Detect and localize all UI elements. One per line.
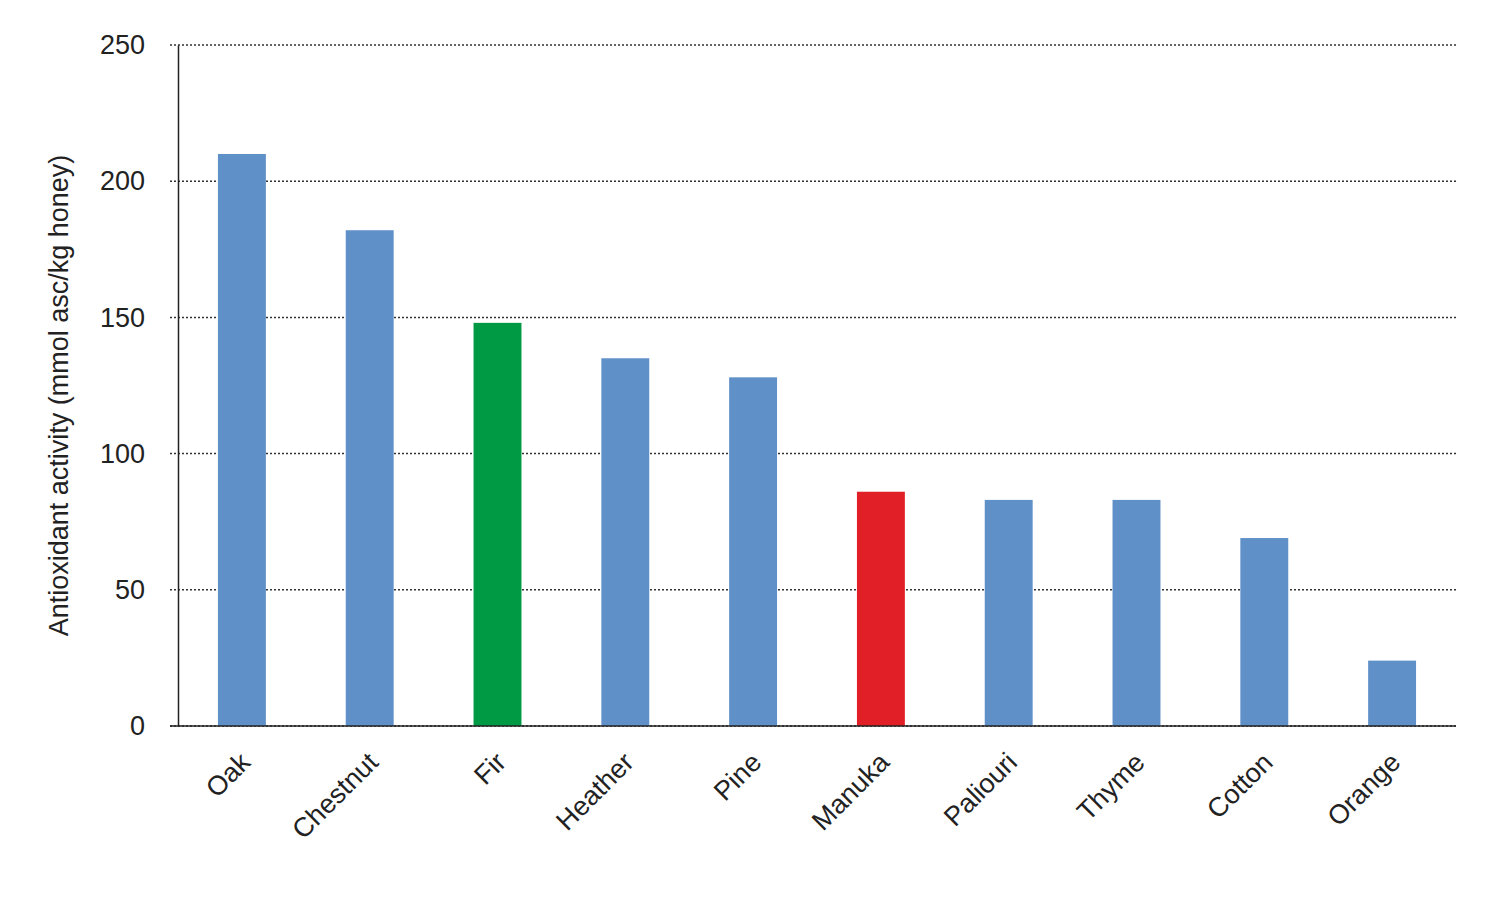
grid-line bbox=[170, 44, 1456, 46]
x-axis: Oak Chestnut Fir Heather Pine Manuka Paliouri T… bbox=[170, 726, 1456, 845]
y-tick-label: 150 bbox=[100, 303, 145, 333]
x-tick: Fir bbox=[468, 747, 511, 790]
y-axis-title: Antioxidant activity (mmol asc/kg honey) bbox=[44, 155, 74, 637]
chart: 0 50 100 150 200 250 Oak Chestnut Fir Heather Pine… bbox=[0, 0, 1500, 899]
x-tick-label: Pine bbox=[708, 747, 767, 806]
x-tick: Orange bbox=[1321, 747, 1406, 832]
x-tick-label: Thyme bbox=[1071, 747, 1151, 827]
x-tick-label: Oak bbox=[200, 747, 257, 804]
x-tick-label: Chestnut bbox=[286, 747, 384, 845]
x-tick-label: Manuka bbox=[806, 746, 896, 836]
bar bbox=[1113, 500, 1161, 726]
x-tick: Paliouri bbox=[938, 747, 1023, 832]
bar bbox=[218, 154, 266, 726]
grid bbox=[170, 45, 1456, 726]
y-tick-label: 200 bbox=[100, 166, 145, 196]
y-tick-label: 100 bbox=[100, 439, 145, 469]
bar bbox=[474, 323, 522, 726]
x-axis-line bbox=[170, 725, 1456, 727]
x-tick-label: Paliouri bbox=[938, 747, 1023, 832]
bar bbox=[346, 230, 394, 726]
y-tick: 50 bbox=[115, 575, 145, 605]
y-tick: 150 bbox=[100, 303, 145, 333]
x-tick-label: Cotton bbox=[1201, 747, 1278, 824]
y-axis: 0 50 100 150 200 250 bbox=[100, 30, 179, 741]
bar bbox=[601, 358, 649, 726]
x-tick: Thyme bbox=[1071, 747, 1151, 827]
y-tick-label: 50 bbox=[115, 575, 145, 605]
bars bbox=[218, 154, 1416, 726]
plot: 0 50 100 150 200 250 Oak Chestnut Fir Heather Pine… bbox=[100, 30, 1456, 845]
x-tick-label: Heather bbox=[550, 747, 639, 836]
bar bbox=[1368, 661, 1416, 726]
bar bbox=[857, 492, 905, 726]
bar bbox=[729, 377, 777, 726]
x-tick: Chestnut bbox=[286, 747, 384, 845]
x-tick: Heather bbox=[550, 747, 639, 836]
x-tick: Manuka bbox=[806, 746, 896, 836]
y-tick-label: 250 bbox=[100, 30, 145, 60]
x-tick: Cotton bbox=[1201, 747, 1278, 824]
x-tick-label: Orange bbox=[1321, 747, 1406, 832]
x-tick-label: Fir bbox=[468, 747, 511, 790]
x-tick: Oak bbox=[200, 747, 257, 804]
y-tick-label: 0 bbox=[130, 711, 145, 741]
y-axis-line bbox=[178, 46, 180, 727]
y-tick: 250 bbox=[100, 30, 145, 60]
bar bbox=[1240, 538, 1288, 726]
grid-line bbox=[170, 180, 1456, 182]
y-tick: 0 bbox=[130, 711, 145, 741]
y-tick: 100 bbox=[100, 439, 145, 469]
x-tick: Pine bbox=[708, 747, 767, 806]
bar bbox=[985, 500, 1033, 726]
y-tick: 200 bbox=[100, 166, 145, 196]
grid-line bbox=[170, 725, 1456, 727]
